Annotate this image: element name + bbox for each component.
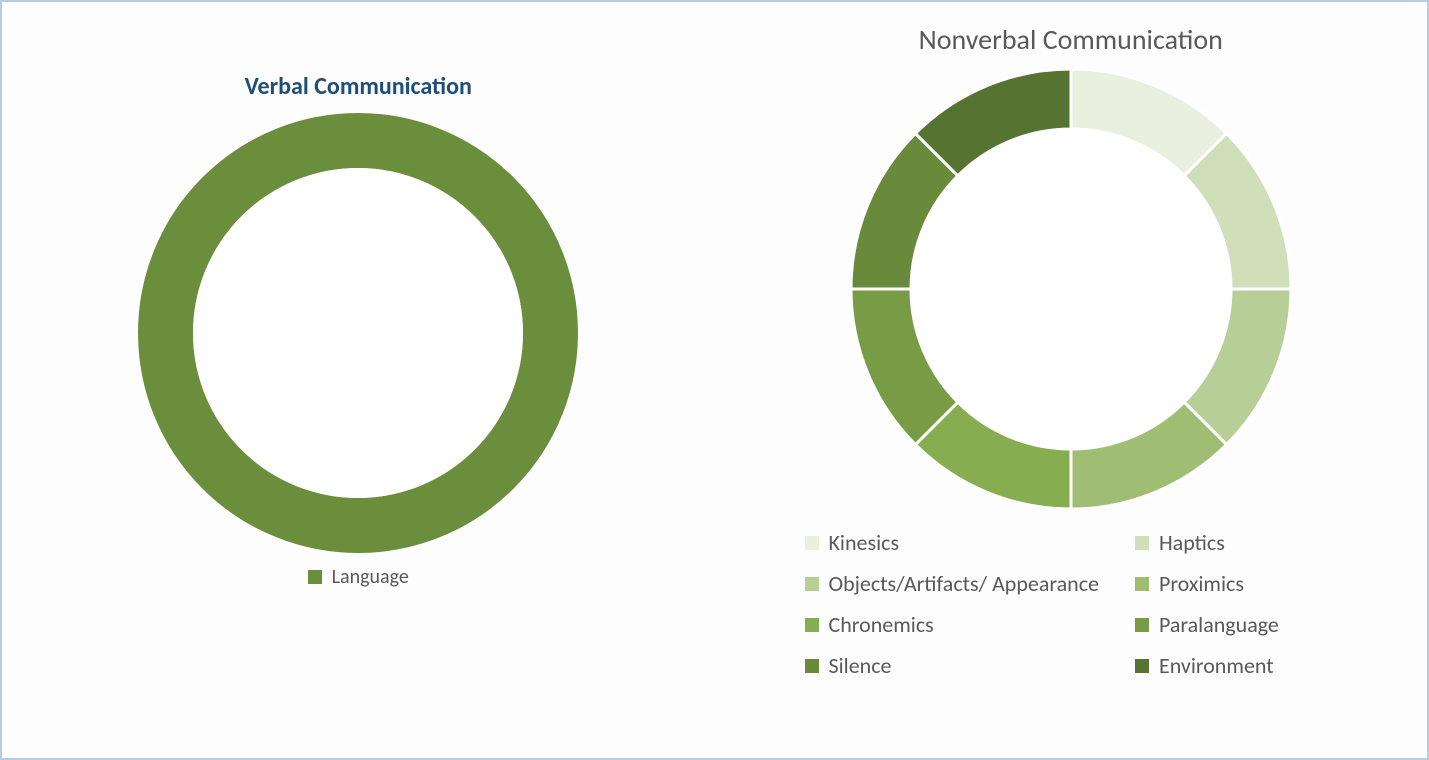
- verbal-chart-title: Verbal Communication: [245, 72, 472, 101]
- legend-swatch-icon: [1135, 577, 1149, 591]
- legend-item: Environment: [1135, 652, 1279, 679]
- legend-swatch-icon: [805, 659, 819, 673]
- legend-label: Language: [332, 565, 409, 589]
- legend-item: Proximics: [1135, 570, 1279, 597]
- page-container: Verbal Communication Language Nonverbal …: [0, 0, 1429, 760]
- legend-swatch-icon: [1135, 536, 1149, 550]
- legend-label: Silence: [829, 652, 892, 679]
- legend-label: Chronemics: [829, 611, 934, 638]
- nonverbal-legend: Kinesics Haptics Objects/Artifacts/ Appear…: [805, 529, 1279, 679]
- legend-item: Kinesics: [805, 529, 1099, 556]
- verbal-legend: Language: [308, 565, 409, 589]
- nonverbal-donut-wrap: [851, 69, 1291, 509]
- legend-label: Paralanguage: [1159, 611, 1279, 638]
- legend-item: Paralanguage: [1135, 611, 1279, 638]
- legend-label: Proximics: [1159, 570, 1244, 597]
- legend-item: Haptics: [1135, 529, 1279, 556]
- legend-swatch-icon: [805, 577, 819, 591]
- legend-swatch-icon: [308, 570, 322, 584]
- legend-item: Silence: [805, 652, 1099, 679]
- legend-label: Kinesics: [829, 529, 900, 556]
- legend-swatch-icon: [1135, 618, 1149, 632]
- legend-label: Haptics: [1159, 529, 1225, 556]
- verbal-donut-wrap: [138, 113, 578, 553]
- legend-swatch-icon: [805, 618, 819, 632]
- legend-label: Environment: [1159, 652, 1274, 679]
- nonverbal-panel: Nonverbal Communication Kinesics Haptics O…: [715, 2, 1428, 758]
- legend-item: Objects/Artifacts/ Appearance: [805, 570, 1099, 597]
- legend-label: Objects/Artifacts/ Appearance: [829, 570, 1099, 597]
- nonverbal-donut-chart: [851, 69, 1291, 509]
- verbal-donut-chart: [138, 113, 578, 553]
- legend-swatch-icon: [805, 536, 819, 550]
- legend-item: Chronemics: [805, 611, 1099, 638]
- verbal-panel: Verbal Communication Language: [2, 2, 715, 758]
- nonverbal-chart-title: Nonverbal Communication: [919, 22, 1223, 57]
- legend-item: Language: [308, 565, 409, 589]
- legend-swatch-icon: [1135, 659, 1149, 673]
